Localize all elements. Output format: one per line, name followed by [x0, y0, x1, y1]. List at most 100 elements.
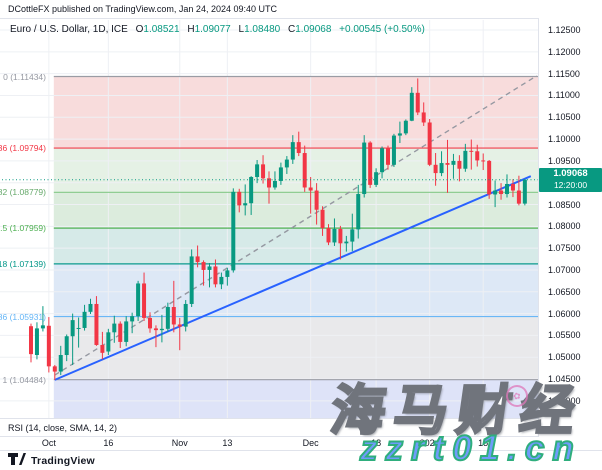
price-tick-label: 1.11000 [548, 90, 580, 101]
price-tick-label: 1.04000 [548, 395, 581, 406]
footer: TradingView [8, 453, 95, 469]
open-value: 1.08521 [143, 24, 180, 35]
candle-down [421, 112, 426, 123]
last-price-badge: 1.09068 12:20:00 [539, 167, 602, 192]
candle-up [505, 183, 509, 195]
channel-dashed-line[interactable] [54, 75, 538, 376]
symbol-title[interactable]: Euro / U.S. Dollar, 1D, ICE [10, 24, 128, 35]
time-tick-label: 2024 [419, 438, 440, 448]
time-axis-divider [0, 450, 602, 451]
symbol-legend: Euro / U.S. Dollar, 1D, ICE O1.08521 H1.… [10, 24, 425, 35]
candle-up [409, 92, 414, 121]
candle-up [183, 303, 188, 327]
candle-down [100, 344, 105, 353]
price-tick-label: 1.06000 [548, 308, 581, 319]
candle-down [118, 323, 123, 342]
candle-up [522, 179, 527, 204]
candle-up [106, 332, 111, 352]
candle-up [243, 203, 248, 206]
candle-up [225, 270, 230, 277]
candle-down [368, 142, 373, 185]
candle-down [510, 183, 515, 191]
candle-down [94, 303, 99, 345]
fib-band [53, 192, 539, 229]
fib-level-label: 786 (1.05931) [0, 311, 46, 322]
open-label: O [135, 24, 144, 35]
candle-down [487, 160, 492, 195]
tradingview-brand[interactable]: TradingView [31, 455, 95, 467]
time-tick-label: 13 [222, 438, 233, 448]
candle-up [64, 336, 69, 356]
candle-up [88, 303, 93, 312]
attribution[interactable]: DCottleFX published on TradingView.com, … [8, 4, 277, 14]
fib-band [53, 263, 539, 317]
chart-pane[interactable] [0, 0, 602, 452]
price-tick-label: 1.08000 [548, 221, 581, 232]
candle-up [130, 316, 135, 322]
candle-up [249, 177, 254, 204]
high-label: H [187, 24, 195, 35]
candle-up [40, 325, 45, 329]
high-value: 1.09077 [194, 24, 231, 35]
candle-up [165, 307, 170, 329]
time-tick-label: Oct [41, 438, 56, 448]
candle-up [380, 148, 385, 173]
candle-up [255, 164, 260, 178]
price-tick-label: 1.07500 [548, 243, 581, 254]
low-value: 1.08480 [244, 24, 281, 35]
candle-down [213, 266, 218, 285]
candle-down [445, 163, 450, 165]
candle-down [177, 324, 182, 327]
fib-band [53, 379, 539, 418]
candle-down [481, 160, 486, 162]
candle-up [344, 241, 349, 244]
fib-level-label: 382 (1.08779) [0, 187, 46, 198]
fib-band [53, 148, 539, 193]
candle-down [433, 164, 438, 174]
candle-down [267, 178, 271, 188]
candle-down [320, 209, 325, 229]
candle-up [439, 163, 444, 174]
fib-band [53, 316, 539, 380]
fib-level-label: 618 (1.07139) [0, 258, 46, 269]
rsi-legend[interactable]: RSI (14, close, SMA, 14, 2) [8, 423, 118, 433]
last-price-countdown: 12:20:00 [553, 179, 588, 190]
rsi-pane: RSI (14, close, SMA, 14, 2) [0, 419, 538, 436]
candle-down [314, 190, 319, 210]
price-tick-label: 1.10000 [548, 134, 581, 145]
candle-up [231, 191, 236, 271]
price-tick-label: 1.09500 [548, 155, 581, 166]
candle-down [516, 190, 521, 204]
watermark-url: zzrt01.cn [359, 428, 582, 469]
candle-up [159, 328, 164, 331]
candle-up [290, 142, 295, 160]
candle-up [403, 120, 408, 134]
candle-down [499, 190, 504, 195]
candle-up [207, 266, 212, 270]
candle-up [272, 180, 277, 188]
candle-down [201, 262, 206, 270]
candle-up [278, 167, 283, 181]
rsi-divider[interactable] [0, 436, 602, 437]
close-label: C [288, 24, 296, 35]
candle-down [148, 317, 152, 329]
time-tick-label: 15 [478, 438, 489, 448]
fib-level-label: 0 (1.11434) [3, 71, 46, 82]
candle-up [284, 159, 289, 168]
candle-up [219, 276, 224, 285]
candle-down [427, 122, 432, 165]
time-tick-label: Nov [171, 438, 188, 448]
time-tick-label: Dec [302, 438, 319, 448]
tradingview-logo-icon[interactable] [8, 452, 26, 470]
candle-down [326, 228, 331, 243]
fib-level-label: 0.5 (1.07959) [0, 223, 46, 234]
candle-up [391, 135, 396, 165]
candle-down [29, 326, 33, 355]
candle-down [195, 256, 200, 263]
time-tick-label: 16 [103, 438, 114, 448]
candle-up [463, 150, 468, 169]
candle-up [332, 228, 337, 243]
pane-divider[interactable] [0, 418, 602, 419]
candle-up [397, 133, 402, 136]
support-trendline[interactable] [54, 175, 532, 381]
